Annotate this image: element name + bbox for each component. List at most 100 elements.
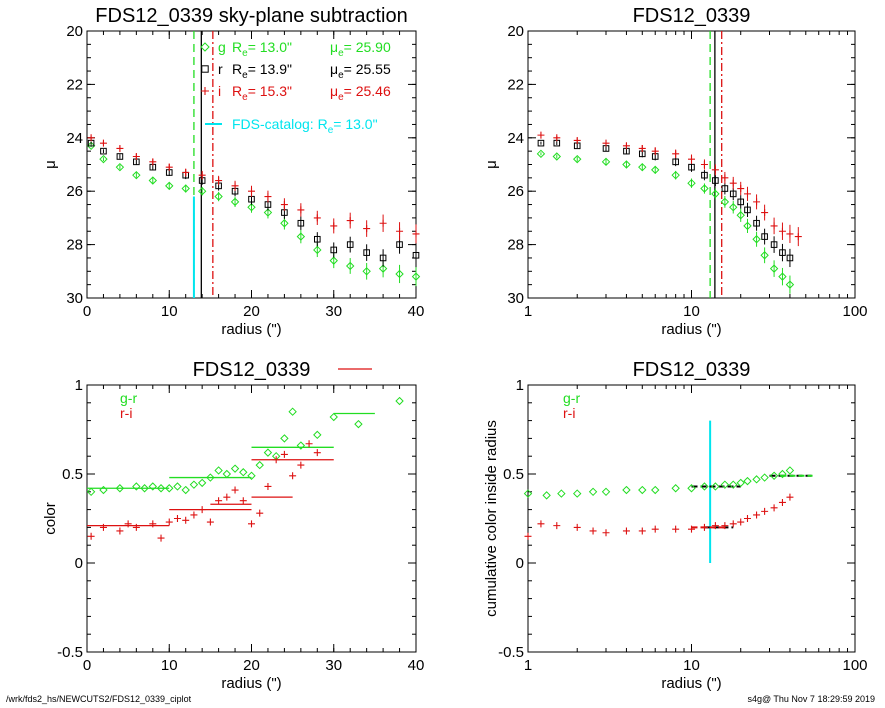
chart-3-series bbox=[86, 396, 404, 542]
legend-re: Re= 13.0" bbox=[232, 39, 292, 59]
data-point-diamond bbox=[700, 482, 709, 491]
x-tick-label: 30 bbox=[325, 303, 342, 320]
y-tick-label: 1 bbox=[516, 377, 524, 394]
x-tick-label: 100 bbox=[842, 657, 867, 674]
series-i bbox=[87, 134, 420, 244]
data-point-diamond bbox=[230, 464, 240, 473]
footer-timestamp: s4g@ Thu Nov 7 18:29:59 2019 bbox=[747, 694, 875, 704]
y-tick-label: 24 bbox=[507, 130, 524, 147]
data-point-diamond bbox=[206, 473, 215, 482]
data-point-square bbox=[721, 185, 729, 192]
data-point-diamond bbox=[247, 203, 256, 212]
data-point-square bbox=[672, 158, 679, 166]
data-point-diamond bbox=[736, 478, 745, 488]
data-point-plus bbox=[280, 450, 288, 458]
data-point-plus bbox=[688, 525, 695, 533]
legend-re: Re= 15.3" bbox=[232, 83, 292, 103]
data-point-diamond bbox=[720, 480, 730, 489]
data-point-diamond bbox=[378, 264, 388, 273]
data-point-diamond bbox=[573, 489, 582, 498]
plot-frame bbox=[527, 384, 856, 653]
series-i bbox=[87, 440, 321, 542]
data-point-diamond bbox=[296, 232, 306, 241]
x-axis-label: radius (") bbox=[661, 675, 721, 692]
data-point-diamond bbox=[743, 221, 752, 231]
data-point-plus bbox=[239, 497, 247, 505]
data-point-plus bbox=[264, 482, 272, 490]
data-point-diamond bbox=[622, 160, 631, 169]
data-point-plus bbox=[638, 144, 646, 152]
x-tick-label: 0 bbox=[83, 657, 91, 674]
chart-1-series bbox=[86, 134, 421, 287]
data-point-plus bbox=[761, 507, 769, 515]
y-tick-label: 0.5 bbox=[503, 466, 524, 483]
x-tick-label: 10 bbox=[683, 657, 700, 674]
legend: g Re= 13.0" μe= 25.90 r Re= 13.9" μe= 25.55 i R… bbox=[200, 39, 391, 136]
data-point-plus bbox=[761, 209, 769, 217]
data-point-plus bbox=[297, 461, 305, 469]
data-point-square bbox=[297, 219, 305, 227]
data-point-plus bbox=[700, 523, 708, 531]
data-point-diamond bbox=[542, 491, 551, 500]
data-point-diamond bbox=[296, 441, 306, 450]
data-point-plus bbox=[231, 182, 239, 190]
data-point-plus bbox=[721, 174, 729, 182]
data-point-plus bbox=[87, 532, 95, 540]
data-point-diamond bbox=[651, 165, 660, 175]
legend-mue: μe= 25.46 bbox=[330, 83, 391, 103]
y-tick-label: 20 bbox=[507, 23, 524, 40]
data-point-square bbox=[201, 65, 209, 73]
catalog-legend-label: FDS-catalog: Re= 13.0" bbox=[232, 116, 378, 136]
data-point-plus bbox=[190, 511, 198, 519]
data-point-plus bbox=[786, 230, 794, 238]
data-point-plus bbox=[537, 520, 545, 528]
data-point-diamond bbox=[687, 484, 696, 493]
data-point-plus bbox=[622, 527, 630, 535]
chart-2-axes: 1 10 100 20 22 24 26 28 30 radius (") μ FDS12_0339 bbox=[483, 5, 868, 338]
y-tick-label: 22 bbox=[507, 76, 524, 93]
chart-title: FDS12_0339 bbox=[193, 359, 311, 381]
data-point-plus bbox=[412, 230, 420, 238]
series-g bbox=[86, 141, 421, 287]
chart-1-reference-lines bbox=[192, 31, 214, 298]
data-point-plus bbox=[215, 497, 223, 505]
legend-band: g bbox=[218, 39, 226, 55]
data-point-plus bbox=[672, 525, 680, 533]
legend-g-r: g-r bbox=[120, 390, 137, 406]
y-axis-label: cumulative color inside radius bbox=[483, 420, 500, 617]
data-point-diamond bbox=[148, 482, 158, 491]
legend-mue: μe= 25.90 bbox=[330, 39, 391, 59]
footer-path: /wrk/fds2_hs/NEWCUTS2/FDS12_0339_ciplot bbox=[6, 694, 192, 704]
chart-title: FDS12_0339 bbox=[633, 5, 751, 27]
data-point-diamond bbox=[288, 407, 297, 416]
y-tick-label: 1 bbox=[75, 377, 83, 394]
data-point-plus bbox=[124, 520, 132, 528]
chart-2-series bbox=[536, 131, 802, 294]
chart-title: FDS12_0339 sky-plane subtraction bbox=[95, 5, 407, 27]
legend-r-i: r-i bbox=[563, 405, 575, 421]
data-point-diamond bbox=[280, 434, 289, 443]
data-point-plus bbox=[87, 134, 95, 142]
data-point-plus bbox=[215, 177, 223, 185]
data-point-diamond bbox=[313, 430, 322, 440]
data-point-plus bbox=[589, 527, 597, 535]
data-point-square bbox=[779, 249, 786, 256]
data-point-diamond bbox=[638, 162, 647, 172]
data-point-plus bbox=[778, 498, 786, 506]
x-tick-label: 10 bbox=[161, 303, 178, 320]
data-point-plus bbox=[165, 163, 173, 171]
data-point-square bbox=[770, 241, 778, 248]
data-point-diamond bbox=[536, 149, 546, 159]
data-point-plus bbox=[573, 136, 581, 144]
data-point-diamond bbox=[651, 485, 660, 495]
y-tick-label: 0 bbox=[516, 555, 524, 572]
data-point-diamond bbox=[263, 208, 273, 217]
chart-4-series bbox=[523, 466, 795, 540]
data-point-diamond bbox=[156, 484, 166, 493]
data-point-diamond bbox=[197, 478, 207, 488]
data-point-plus bbox=[280, 201, 288, 209]
data-point-plus bbox=[99, 139, 107, 147]
data-point-diamond bbox=[601, 157, 611, 167]
data-point-diamond bbox=[622, 485, 631, 495]
